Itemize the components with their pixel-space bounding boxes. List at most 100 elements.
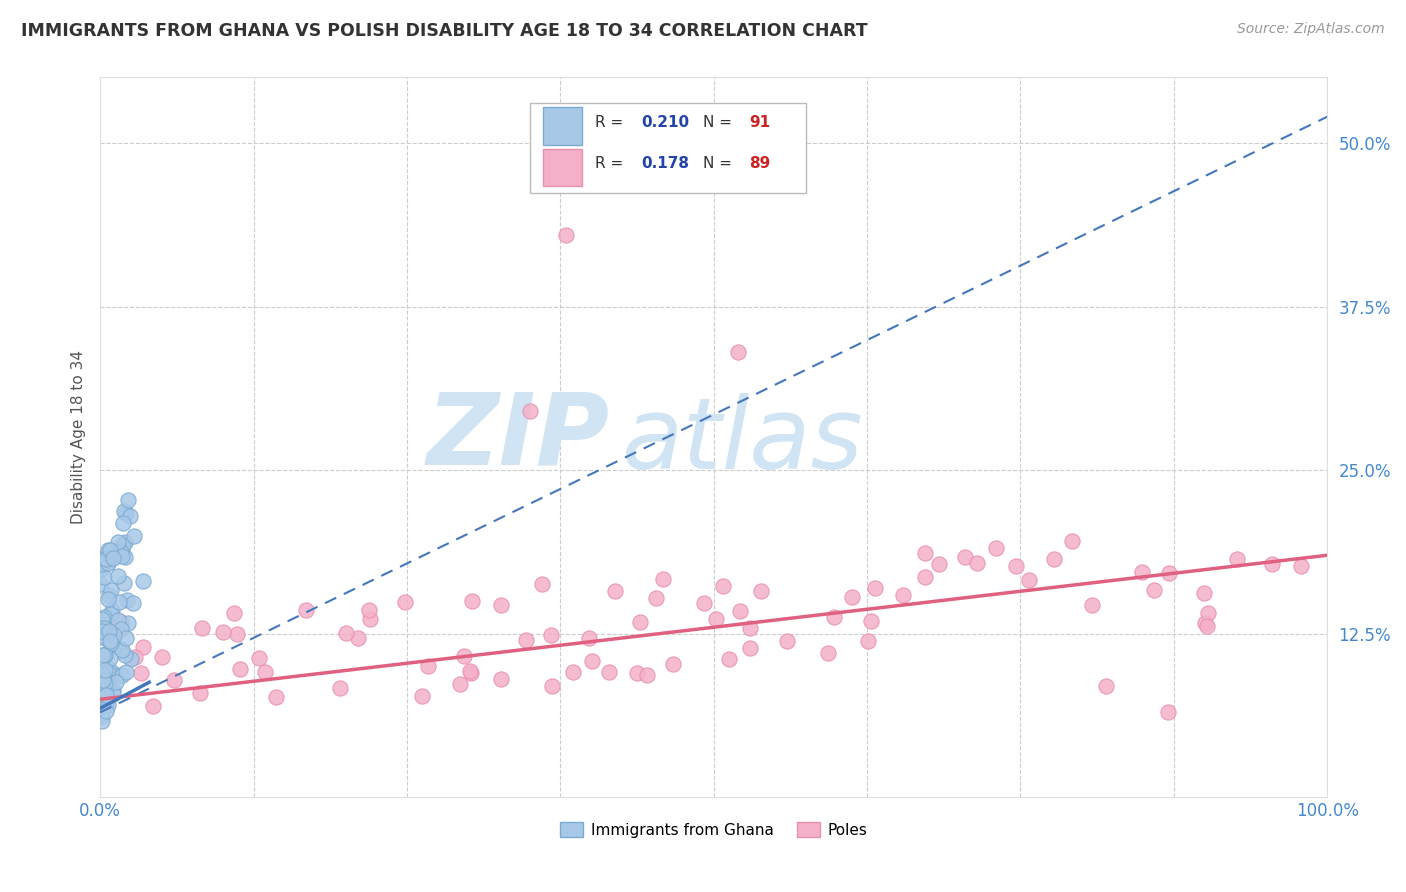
Point	[89, 577, 111, 591]
Point	[727, 345, 749, 359]
Point	[1095, 679, 1118, 693]
Point	[329, 681, 352, 696]
Point	[89, 615, 111, 629]
Point	[97, 698, 120, 712]
Point	[93, 610, 115, 624]
Point	[914, 570, 936, 584]
Point	[453, 649, 475, 664]
Point	[91, 688, 114, 702]
Point	[91, 648, 114, 663]
Point	[693, 596, 716, 610]
Point	[91, 667, 114, 681]
Point	[98, 661, 121, 675]
Point	[90, 624, 112, 639]
Point	[111, 538, 134, 552]
Point	[222, 606, 245, 620]
Point	[394, 595, 416, 609]
Point	[359, 612, 381, 626]
Point	[93, 648, 115, 663]
Text: 0.210: 0.210	[641, 115, 689, 129]
Point	[91, 685, 114, 699]
Point	[229, 662, 252, 676]
Point	[253, 665, 276, 679]
Point	[1192, 586, 1215, 600]
Text: IMMIGRANTS FROM GHANA VS POLISH DISABILITY AGE 18 TO 34 CORRELATION CHART: IMMIGRANTS FROM GHANA VS POLISH DISABILI…	[21, 22, 868, 40]
Point	[603, 584, 626, 599]
Point	[104, 549, 127, 564]
Point	[1197, 607, 1219, 621]
Point	[541, 679, 564, 693]
Point	[120, 651, 142, 665]
Point	[132, 640, 155, 654]
Point	[598, 665, 620, 679]
Point	[1081, 598, 1104, 612]
Point	[460, 665, 482, 680]
Point	[519, 404, 541, 418]
Point	[718, 652, 741, 666]
Point	[626, 665, 648, 680]
Point	[704, 612, 727, 626]
Point	[107, 613, 129, 627]
Point	[96, 548, 118, 562]
Point	[98, 633, 121, 648]
Point	[150, 650, 173, 665]
Point	[1060, 533, 1083, 548]
FancyBboxPatch shape	[543, 149, 582, 186]
Point	[111, 667, 134, 681]
Point	[100, 603, 122, 617]
Point	[188, 686, 211, 700]
Point	[984, 541, 1007, 555]
Point	[90, 612, 112, 626]
Point	[636, 668, 658, 682]
Point	[103, 687, 125, 701]
Point	[515, 632, 537, 647]
Point	[531, 576, 554, 591]
Point	[93, 613, 115, 627]
Point	[540, 628, 562, 642]
Point	[458, 664, 481, 678]
Y-axis label: Disability Age 18 to 34: Disability Age 18 to 34	[72, 351, 86, 524]
Point	[1289, 558, 1312, 573]
Text: 91: 91	[749, 115, 770, 129]
Point	[581, 654, 603, 668]
Point	[100, 636, 122, 650]
Point	[264, 690, 287, 705]
Point	[122, 596, 145, 610]
Point	[335, 626, 357, 640]
Point	[110, 545, 132, 559]
Point	[841, 591, 863, 605]
Text: R =: R =	[595, 115, 628, 129]
Point	[555, 227, 578, 242]
Point	[449, 677, 471, 691]
Point	[122, 528, 145, 542]
Point	[578, 632, 600, 646]
Text: Source: ZipAtlas.com: Source: ZipAtlas.com	[1237, 22, 1385, 37]
Point	[100, 583, 122, 598]
Point	[110, 615, 132, 630]
Point	[94, 697, 117, 711]
Point	[90, 668, 112, 682]
Point	[93, 569, 115, 583]
Point	[163, 673, 186, 688]
Point	[461, 594, 484, 608]
Point	[645, 591, 668, 606]
Point	[96, 688, 118, 702]
Point	[110, 642, 132, 657]
Point	[100, 607, 122, 621]
Point	[118, 509, 141, 524]
Point	[94, 678, 117, 692]
Point	[738, 621, 761, 635]
Point	[347, 632, 370, 646]
Point	[114, 648, 136, 662]
Point	[489, 672, 512, 686]
Point	[104, 675, 127, 690]
Point	[1005, 559, 1028, 574]
Point	[114, 549, 136, 564]
Point	[91, 709, 114, 723]
Text: 89: 89	[749, 156, 770, 171]
Point	[117, 616, 139, 631]
Point	[411, 690, 433, 704]
Point	[107, 569, 129, 583]
Point	[115, 631, 138, 645]
Point	[489, 598, 512, 612]
